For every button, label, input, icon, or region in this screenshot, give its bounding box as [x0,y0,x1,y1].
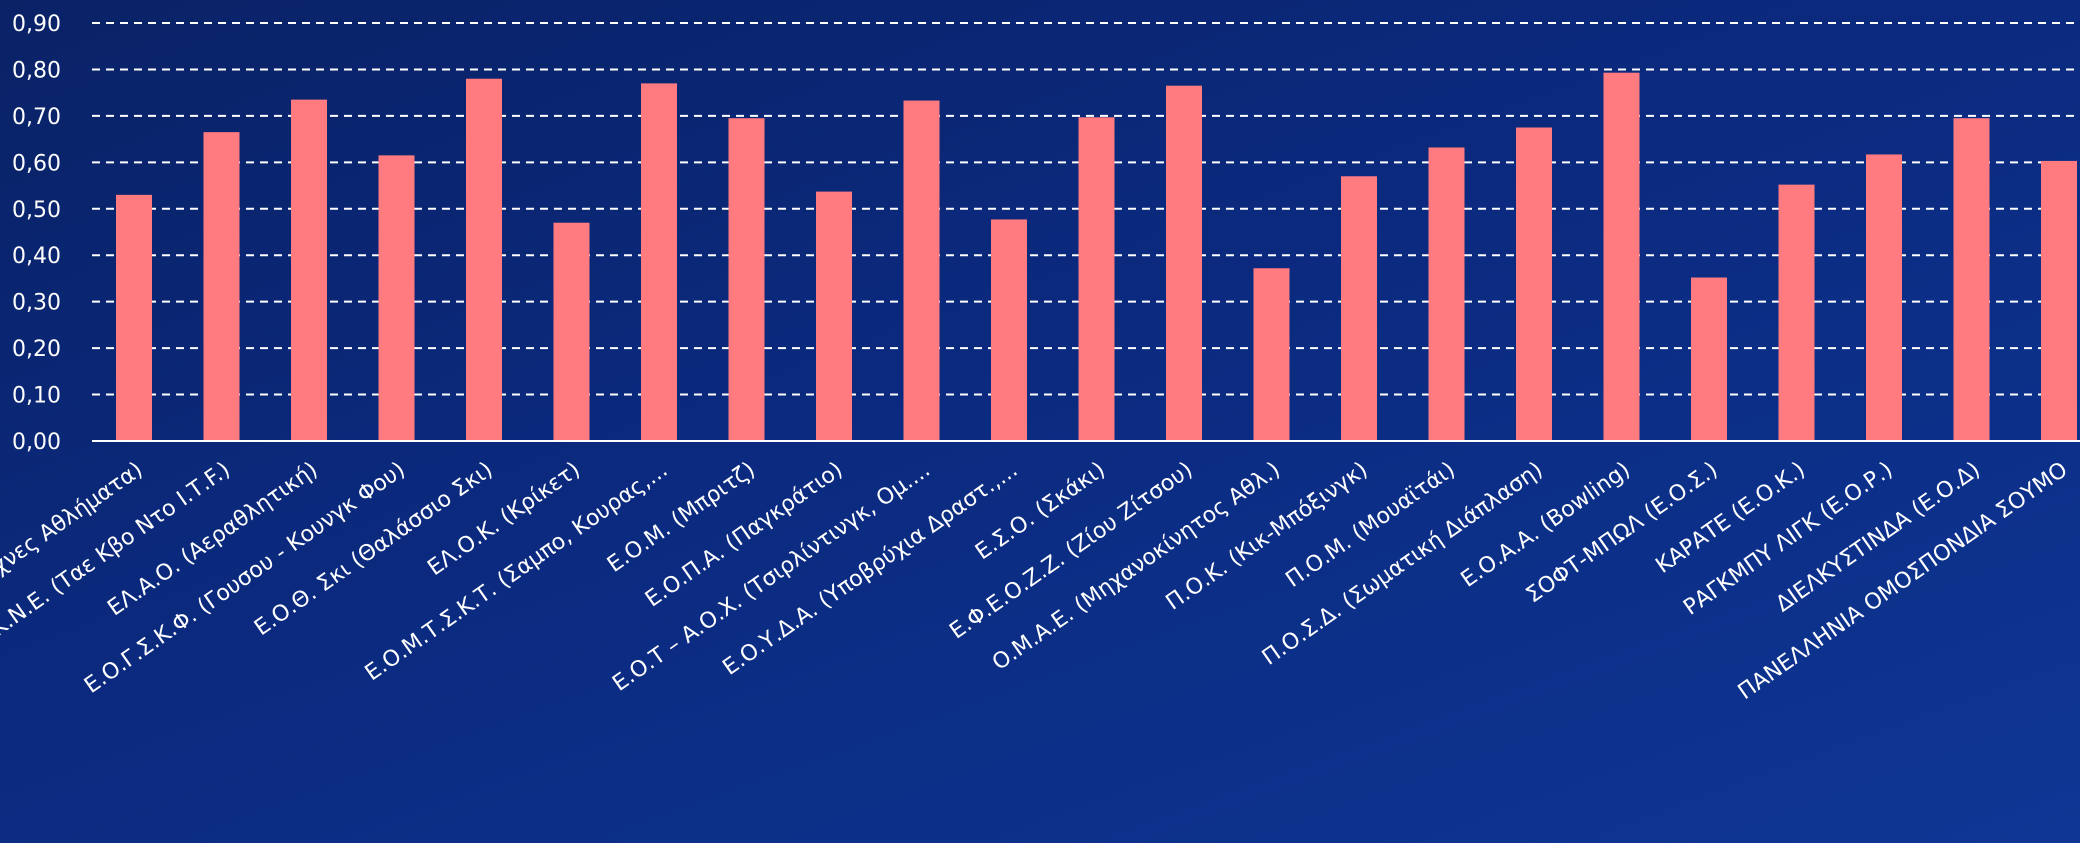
bar [641,83,677,441]
x-axis-category-labels: Ε.Ο.Κ.Π. (Κικ-Μπόξινγκ Πολεμικές Τέχνες … [0,457,2072,812]
bar [291,99,327,441]
bar [991,219,1027,441]
bar [1428,147,1465,441]
y-tick-label: 0,50 [12,198,61,223]
bar [1078,117,1115,441]
bar [903,100,940,441]
y-tick-label: 0,40 [12,244,61,269]
x-category-label: ΕΛ.Ο.Κ. (Κρίκετ) [423,457,585,581]
y-tick-label: 0,00 [12,430,61,455]
bar [466,78,502,441]
x-category-label: Ε.Ο.Κ.Π. (Κικ-Μπόξινγκ Πολεμικές Τέχνες … [0,457,147,812]
y-tick-label: 0,70 [12,105,61,130]
bar [116,194,152,441]
x-category-label: Ε.Ο.Γ.Σ.Κ.Φ. (Γουσου - Κουνγκ Φου) [80,457,410,698]
bar [1253,268,1290,441]
y-tick-label: 0,80 [12,58,61,83]
bar [1516,127,1552,441]
y-tick-label: 0,30 [12,291,61,316]
y-tick-label: 0,60 [12,151,61,176]
bar [1691,277,1727,441]
x-category-label: Ε.Ο.Τ – Α.Ο.Χ. (Τσιρλίντινγκ, Ομ.... [608,457,935,696]
bar [203,132,240,441]
bar [1603,72,1640,441]
bar [1166,85,1202,441]
x-category-label: ΚΑΡΑΤΕ (Ε.Ο.Κ.) [1651,457,1809,578]
bar [1953,118,1990,441]
bar [378,155,415,441]
bar [1341,176,1377,441]
bar [1866,154,1902,441]
bar [553,222,590,441]
y-tick-label: 0,10 [12,384,61,409]
bar [728,118,765,441]
bar [2041,160,2077,441]
y-tick-label: 0,90 [12,12,61,37]
x-category-label: Ε.Ο.Μ. (Μπριτζ) [603,457,760,577]
bar [816,191,852,441]
bar [1778,184,1815,442]
y-tick-label: 0,20 [12,337,61,362]
bar-series [116,72,2077,442]
y-axis-tick-labels: 0,00 0,10 0,20 0,30 0,40 0,50 0,60 0,70 0,80 0,90 [12,12,61,455]
